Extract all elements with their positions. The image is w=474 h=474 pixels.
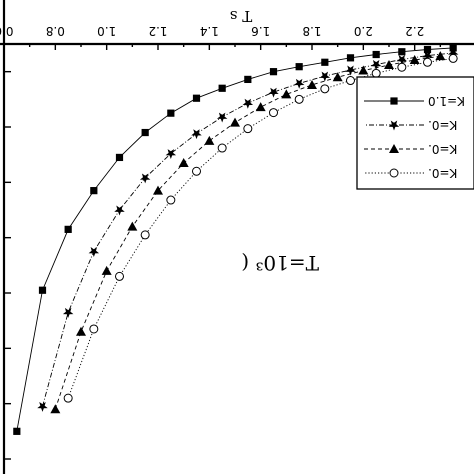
data-point-s0	[218, 84, 226, 92]
data-point-s3	[294, 94, 304, 104]
x-tick-label: 2.0	[354, 24, 373, 38]
data-point-s3	[89, 324, 99, 334]
x-tick-label: 1.0	[97, 24, 116, 38]
data-point-s1	[396, 55, 408, 65]
annotation: T=10³ (	[241, 251, 319, 275]
data-point-s3	[243, 124, 253, 134]
legend-label-1: K=0.	[428, 118, 457, 132]
data-point-s0	[192, 94, 201, 102]
data-point-s2	[230, 117, 240, 127]
data-point-s0	[90, 187, 98, 195]
x-tick-label: 2.2	[405, 24, 424, 38]
data-point-s3	[192, 166, 201, 176]
data-point-s3	[217, 143, 227, 153]
data-point-s2	[101, 265, 112, 275]
data-point-s1	[242, 98, 254, 109]
legend-marker-0	[390, 97, 398, 105]
data-point-s0	[346, 54, 355, 62]
data-point-s3	[397, 62, 407, 72]
data-point-s3	[320, 84, 330, 94]
data-point-s3	[371, 68, 381, 78]
data-point-s2	[255, 102, 266, 112]
data-point-s2	[204, 135, 215, 145]
series-layer	[13, 44, 459, 435]
data-point-s2	[358, 65, 369, 75]
x-tick-label: 0.8	[46, 24, 65, 38]
data-point-s1	[62, 307, 74, 318]
x-ticks: 0.6 0.8 1.0 1.2 1.4 1.6 1.8 2.0 2.2	[0, 24, 442, 460]
data-point-s1	[447, 48, 459, 59]
data-point-s2	[307, 79, 317, 89]
data-point-s3	[423, 57, 432, 67]
data-point-s2	[435, 51, 446, 61]
data-point-s1	[139, 173, 151, 184]
data-point-s2	[76, 326, 86, 336]
data-point-s3	[448, 53, 458, 63]
data-point-s3	[269, 108, 278, 118]
data-point-s0	[244, 75, 252, 84]
data-point-s3	[140, 230, 150, 240]
data-point-s0	[13, 427, 21, 435]
data-point-s1	[268, 87, 279, 98]
legend: K=1.0 K=0. K=0. K=0.	[356, 76, 474, 190]
data-point-s1	[216, 112, 228, 123]
data-point-s0	[38, 286, 47, 294]
data-point-s2	[281, 89, 292, 99]
data-point-s0	[449, 44, 457, 52]
data-point-s0	[115, 153, 124, 162]
x-tick-label: 1.2	[148, 24, 167, 38]
legend-marker-2	[389, 144, 399, 153]
legend-label-3: K=0.	[428, 166, 457, 180]
data-point-s0	[64, 225, 72, 233]
data-point-s1	[319, 71, 331, 82]
legend-box	[356, 76, 474, 190]
legend-label-0: K=1.0	[428, 94, 465, 108]
data-point-s1	[191, 129, 202, 140]
data-point-s2	[384, 60, 394, 70]
x-tick-label: 1.8	[302, 24, 321, 38]
data-point-s0	[295, 63, 303, 71]
data-point-s1	[293, 78, 305, 89]
data-point-s2	[409, 55, 420, 65]
data-point-s2	[127, 221, 138, 231]
data-point-s3	[115, 271, 124, 281]
legend-marker-1	[388, 120, 400, 131]
data-point-s1	[114, 205, 125, 216]
data-point-s1	[165, 149, 177, 160]
data-point-s2	[153, 185, 163, 195]
data-point-s3	[63, 393, 73, 403]
x-axis-title: T s	[230, 7, 252, 25]
data-point-s1	[37, 401, 48, 412]
data-point-s0	[167, 109, 175, 117]
data-point-s0	[398, 48, 406, 56]
data-point-s0	[321, 58, 329, 66]
data-point-s3	[346, 76, 355, 86]
data-point-s1	[345, 65, 356, 76]
legend-marker-3	[389, 168, 399, 178]
data-point-s0	[372, 50, 380, 59]
data-point-s2	[332, 72, 343, 82]
series-line-2	[54, 55, 441, 410]
x-tick-label: 1.6	[251, 24, 270, 38]
series-line-0	[16, 47, 454, 432]
data-point-s0	[141, 128, 149, 137]
data-point-s1	[422, 51, 433, 62]
data-point-s2	[178, 157, 189, 167]
data-point-s0	[423, 45, 432, 54]
series-line-3	[67, 57, 454, 399]
legend-label-2: K=0.	[428, 142, 457, 156]
data-point-s2	[50, 404, 61, 414]
data-point-s1	[370, 60, 382, 70]
x-tick-label: 0.6	[0, 24, 14, 38]
data-point-s0	[269, 68, 278, 76]
data-point-s1	[88, 247, 100, 257]
x-tick-label: 1.4	[200, 24, 219, 38]
data-point-s3	[166, 195, 176, 205]
